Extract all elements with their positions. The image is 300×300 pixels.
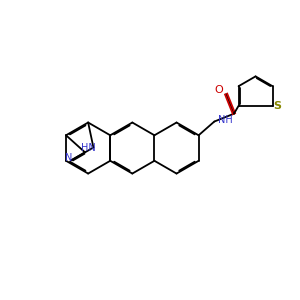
Text: HN: HN — [81, 143, 96, 154]
Text: S: S — [274, 101, 281, 111]
Text: NH: NH — [218, 115, 233, 124]
Text: N: N — [65, 153, 72, 163]
Text: O: O — [214, 85, 223, 95]
